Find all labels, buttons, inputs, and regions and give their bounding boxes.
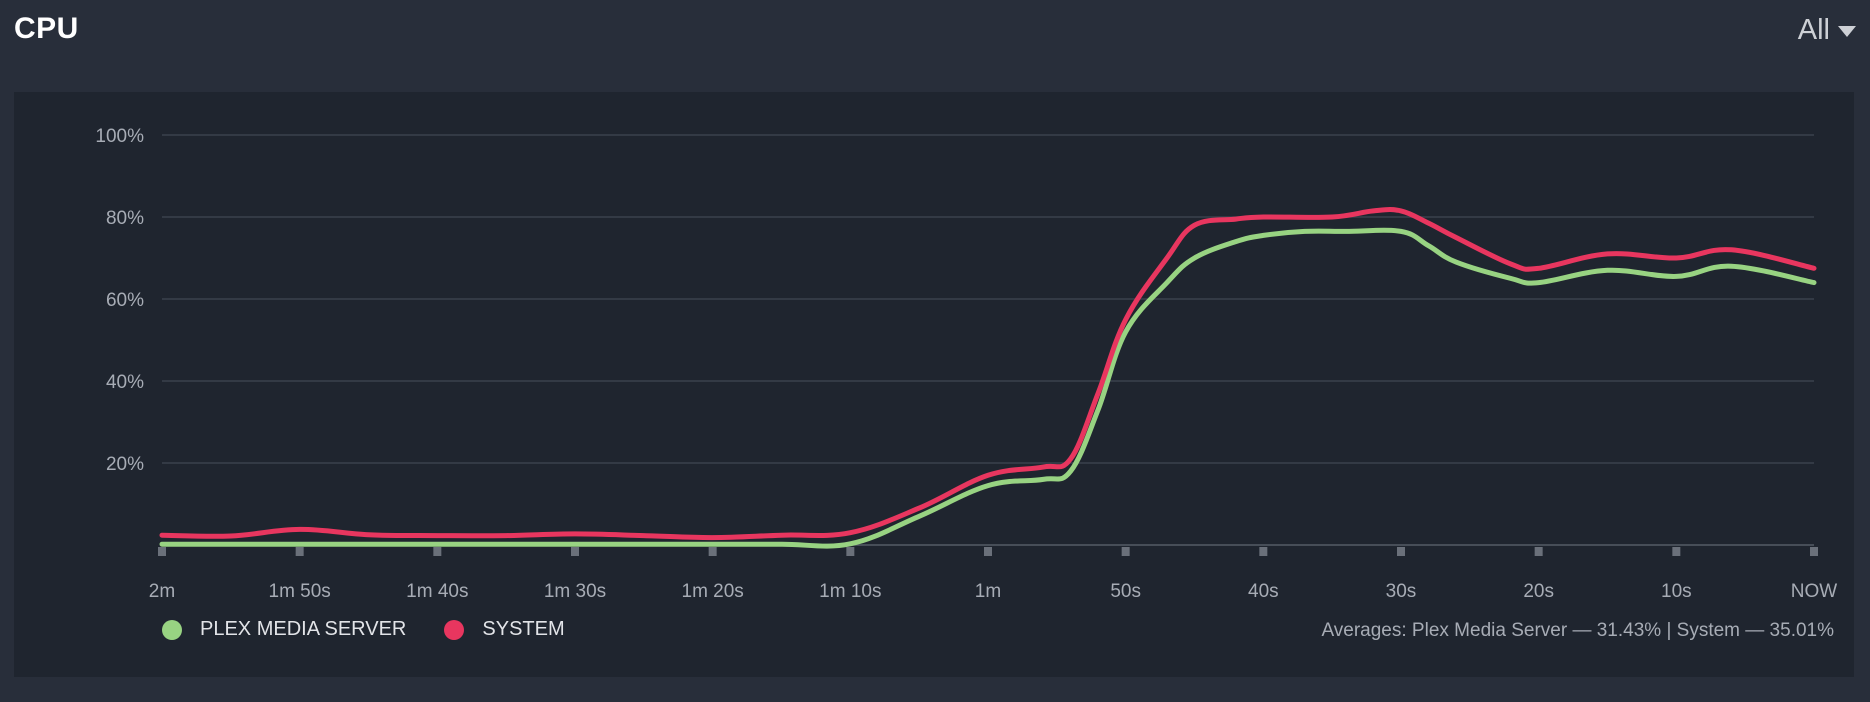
x-tick-label: 2m [149,581,175,602]
x-tick-label: 20s [1523,581,1554,602]
chart-panel: 20% 40% 60% 80% 100% 2m 1m 50s 1m 40s 1m 30s 1m 2… [14,92,1854,677]
filter-value: All [1797,14,1830,46]
legend-dot-plex [162,619,182,640]
y-tick-label: 100% [95,126,144,147]
legend-item-system[interactable]: SYSTEM [444,618,565,641]
filter-dropdown[interactable]: All [1798,14,1856,47]
legend-label-plex: PLEX MEDIA SERVER [200,618,407,640]
y-tick-label: 40% [106,372,144,393]
x-tick-label: 10s [1661,581,1692,602]
x-tick-mark [295,547,304,556]
x-tick-label: 1m 40s [406,581,468,602]
averages-text: Averages: Plex Media Server — 31.43% | S… [1321,620,1834,641]
x-tick-mark [1259,547,1268,556]
x-tick-label: 1m 10s [819,581,881,602]
x-tick-label: 1m [975,581,1001,602]
legend-item-plex[interactable]: PLEX MEDIA SERVER [162,618,406,641]
x-tick-label: 30s [1386,581,1417,602]
series-line-system [159,207,1817,541]
x-tick-mark [1672,547,1681,556]
x-tick-mark [1397,547,1405,556]
x-tick-label: 1m 30s [544,581,606,602]
y-tick-label: 60% [106,290,144,311]
x-tick-mark [1534,547,1543,556]
x-tick-mark [1121,547,1130,556]
x-tick-label: 1m 20s [682,581,744,602]
x-tick-mark [984,547,992,556]
x-tick-label: 1m 50s [269,581,331,602]
caret-down-icon [1838,26,1856,37]
legend: PLEX MEDIA SERVER SYSTEM [162,618,565,641]
header-title: CPU [14,12,79,45]
y-tick-label: 80% [106,208,144,229]
x-tick-label: 40s [1248,581,1279,602]
legend-label-system: SYSTEM [482,618,565,640]
x-tick-label: NOW [1791,581,1838,602]
y-tick-label: 20% [106,454,144,475]
x-tick-mark [433,547,442,556]
x-tick-mark [846,547,855,556]
x-tick-label: 50s [1110,581,1141,602]
x-tick-mark [571,547,579,556]
series-line-plex-media-server [159,227,1817,549]
legend-dot-system [444,619,465,640]
x-tick-mark [1810,547,1818,556]
cpu-line-chart: 20% 40% 60% 80% 100% 2m 1m 50s 1m 40s 1m 30s 1m 2… [95,126,1838,602]
x-tick-mark [158,547,166,556]
x-tick-mark [708,547,717,556]
